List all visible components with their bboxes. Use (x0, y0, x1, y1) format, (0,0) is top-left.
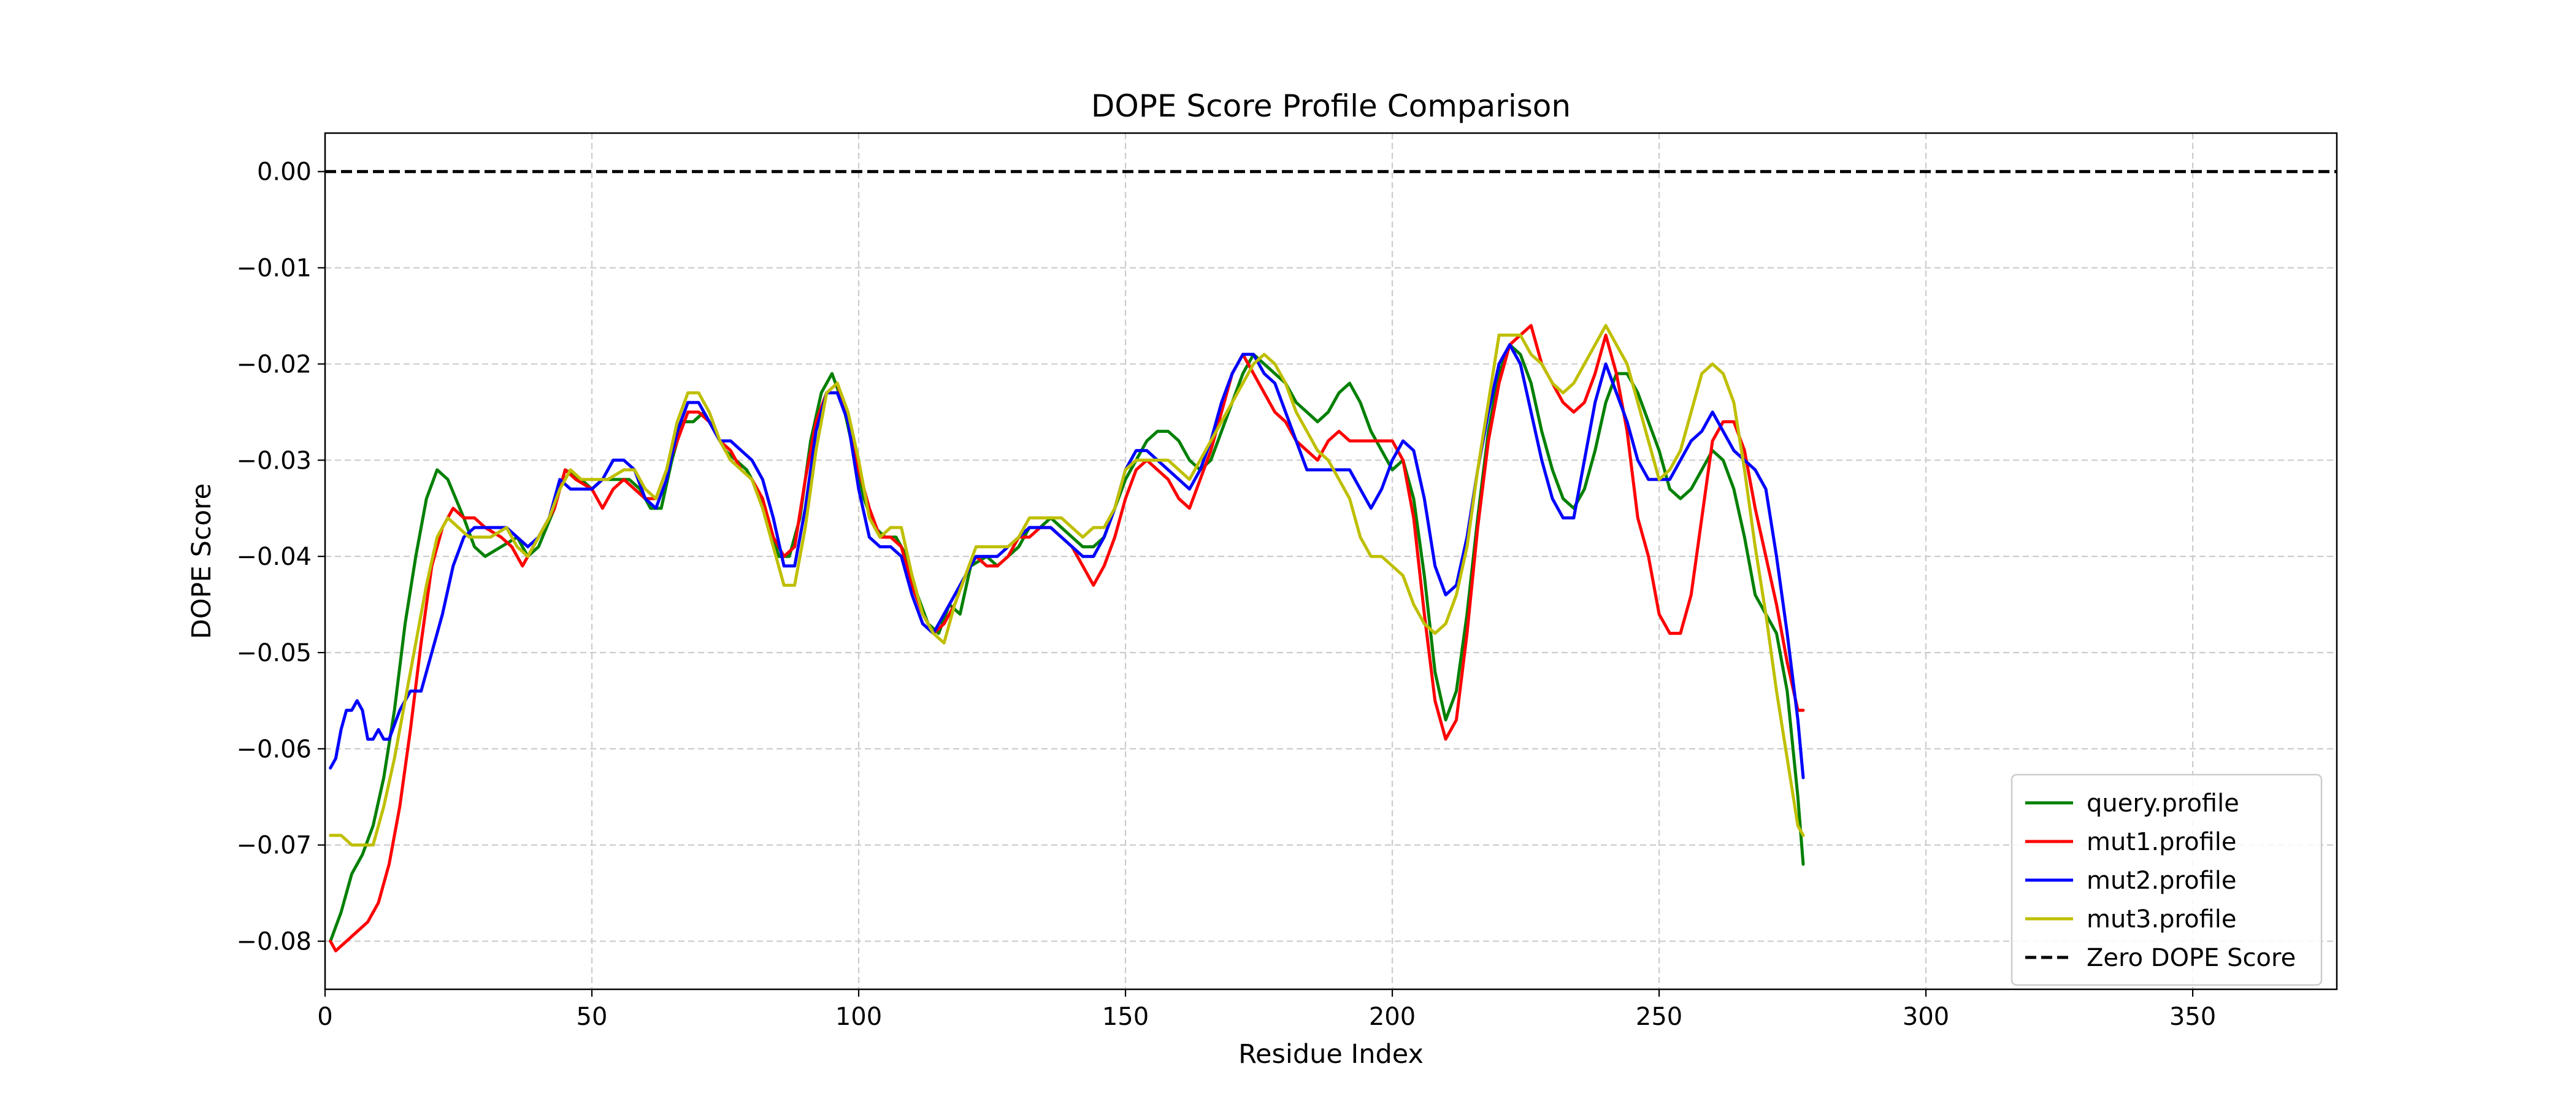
x-axis-ticks: 0 50 100 150 200 250 300 350 (317, 989, 2216, 1031)
y-tick-label: −0.04 (236, 543, 312, 571)
plot-area-frame (324, 132, 2338, 991)
y-tick-label: −0.02 (236, 350, 312, 378)
series-line-4 (329, 324, 1805, 847)
chart-title: DOPE Score Profile Comparison (1091, 88, 1571, 124)
legend-label: query.profile (2087, 789, 2239, 818)
x-axis-label: Residue Index (1238, 1039, 1424, 1070)
legend: query.profile mut1.profile mut2.profile mut… (2011, 773, 2323, 986)
y-axis-ticks: 0.00 −0.01 −0.02 −0.03 −0.04 −0.05 −0.06 −0.07 −… (236, 158, 325, 956)
legend-box (2011, 773, 2323, 986)
x-tick-label: 150 (1102, 1003, 1149, 1031)
y-tick-label: −0.06 (236, 735, 312, 764)
x-tick-label: 300 (1903, 1003, 1949, 1031)
y-tick-label: 0.00 (257, 158, 312, 186)
y-tick-label: −0.03 (236, 447, 312, 475)
x-tick-label: 100 (835, 1003, 882, 1031)
grid (324, 133, 2337, 989)
legend-label: mut2.profile (2087, 867, 2237, 895)
legend-label: mut1.profile (2087, 828, 2237, 856)
y-tick-label: −0.01 (236, 255, 312, 283)
series-layer (329, 324, 1805, 953)
y-axis-label: DOPE Score (186, 483, 217, 639)
y-tick-label: −0.08 (236, 928, 312, 956)
x-tick-label: 350 (2169, 1003, 2216, 1031)
x-tick-label: 50 (577, 1003, 608, 1031)
legend-label: mut3.profile (2087, 905, 2237, 933)
legend-label: Zero DOPE Score (2087, 944, 2296, 972)
x-tick-label: 0 (317, 1003, 332, 1031)
x-tick-label: 200 (1369, 1003, 1416, 1031)
y-tick-label: −0.07 (236, 832, 312, 860)
x-tick-label: 250 (1636, 1003, 1682, 1031)
y-tick-label: −0.05 (236, 639, 312, 667)
